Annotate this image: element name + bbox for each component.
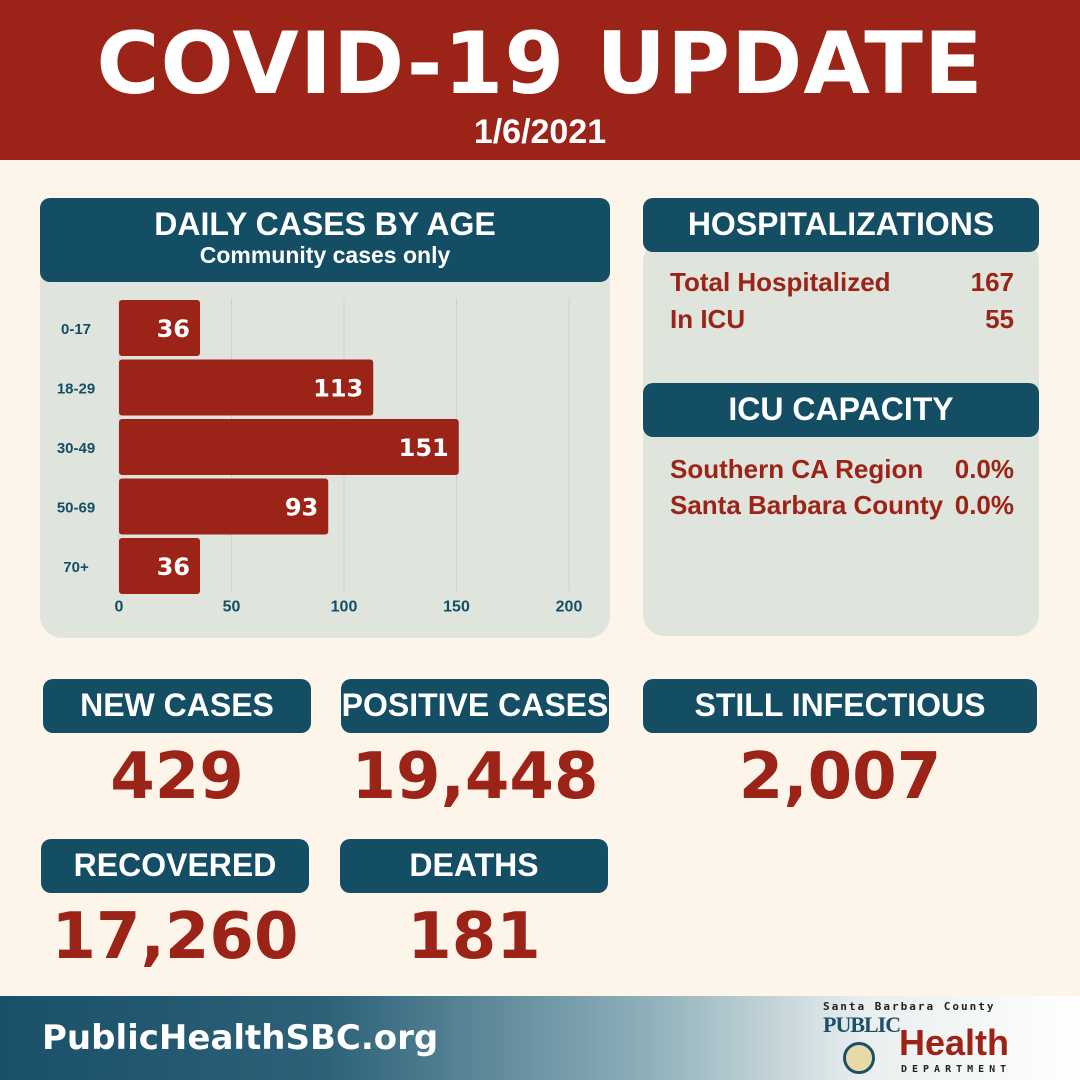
x-tick-label: 0 [115,599,124,616]
icu-row-label: Southern CA Region [670,454,924,484]
age-chart-header: DAILY CASES BY AGE Community cases only [40,198,610,282]
page-title: COVID-19 UPDATE [96,14,984,114]
x-tick-label: 200 [556,599,583,616]
y-category-label: 30-49 [57,440,95,457]
hospital-row-total: Total Hospitalized 167 [670,266,1014,298]
logo-public-text: PUBLIC [823,1012,901,1037]
still-infectious-label: STILL INFECTIOUS [643,679,1037,733]
x-tick-label: 100 [331,599,358,616]
bar-value-label: 113 [313,375,363,403]
icu-row-region: Southern CA Region 0.0% [670,453,1014,485]
new-cases-label: NEW CASES [43,679,311,733]
bar-value-label: 151 [399,434,449,462]
hospitalizations-header: HOSPITALIZATIONS [643,198,1039,252]
bar-value-label: 93 [285,494,318,522]
recovered-value: 17,260 [51,900,299,974]
public-health-logo: Santa Barbara County PUBLIC Health DEPAR… [815,996,1045,1080]
logo-department-text: DEPARTMENT [901,1064,1012,1075]
county-seal-icon [843,1042,875,1074]
deaths-label: DEATHS [340,839,608,893]
icu-capacity-header: ICU CAPACITY [643,383,1039,437]
icu-row-county: Santa Barbara County 0.0% [670,489,1014,521]
icu-row-label: Santa Barbara County [670,490,944,520]
icu-row-value: 0.0% [954,490,1014,520]
footer-bar: PublicHealthSBC.org [0,996,1080,1080]
new-cases-value: 429 [110,740,244,814]
hospital-row-label: In ICU [670,304,746,334]
update-date: 1/6/2021 [473,113,607,151]
x-tick-label: 50 [223,599,241,616]
hospital-row-label: Total Hospitalized [670,267,891,297]
still-infectious-value: 2,007 [738,740,942,814]
bar-value-label: 36 [157,315,190,343]
y-category-label: 0-17 [61,321,91,338]
bar [119,419,459,475]
hospital-row-value: 167 [970,267,1014,297]
age-chart-title: DAILY CASES BY AGE [154,206,496,242]
bar [119,538,200,594]
icu-row-value: 0.0% [954,454,1014,484]
website-link[interactable]: PublicHealthSBC.org [42,1018,439,1058]
header-banner: COVID-19 UPDATE 1/6/2021 [0,0,1080,160]
hospital-row-icu: In ICU 55 [670,303,1014,335]
x-tick-label: 150 [443,599,470,616]
bar-value-label: 36 [157,553,190,581]
age-chart-subtitle: Community cases only [199,242,451,268]
bar [119,478,329,535]
y-category-label: 50-69 [57,500,95,517]
bar [119,359,374,416]
logo-health-text: Health [899,1022,1010,1063]
hospital-row-value: 55 [985,304,1014,334]
logo-county-text: Santa Barbara County [823,1000,996,1013]
bar [119,300,200,356]
recovered-label: RECOVERED [41,839,309,893]
positive-cases-value: 19,448 [351,740,599,814]
y-category-label: 70+ [63,559,89,576]
deaths-value: 181 [407,900,541,974]
y-category-label: 18-29 [57,381,95,398]
hospital-panel [643,240,1039,636]
positive-cases-label: POSITIVE CASES [341,679,609,733]
age-bar-chart: 0 50 100 150 200 0-17 36 18-29 113 30-49 151 50-69 9… [57,298,583,616]
